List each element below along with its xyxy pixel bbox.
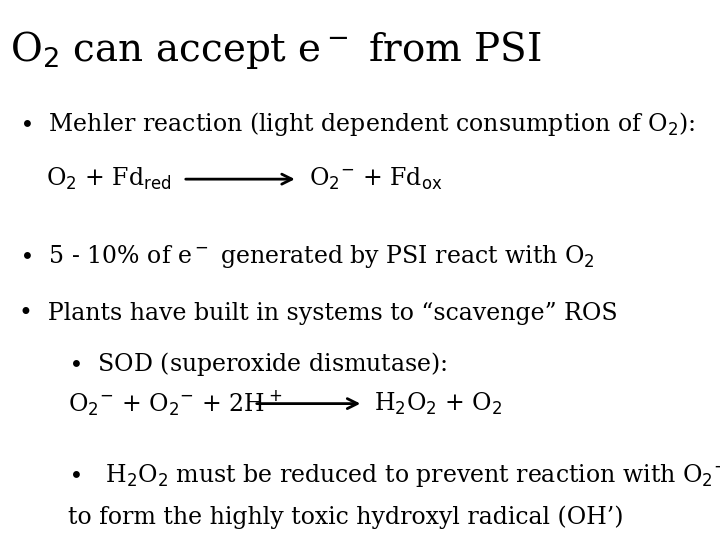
Text: O$_2$ + Fd$_{\rm red}$: O$_2$ + Fd$_{\rm red}$ xyxy=(47,166,172,192)
Text: $\bullet$  SOD (superoxide dismutase):: $\bullet$ SOD (superoxide dismutase): xyxy=(68,350,448,378)
Text: $\bullet$  Mehler reaction (light dependent consumption of O$_2$):: $\bullet$ Mehler reaction (light depende… xyxy=(19,110,696,138)
Text: to form the highly toxic hydroxyl radical (OH’): to form the highly toxic hydroxyl radica… xyxy=(68,505,624,529)
Text: $\bullet$  5 - 10% of e$^-$ generated by PSI react with O$_2$: $\bullet$ 5 - 10% of e$^-$ generated by … xyxy=(19,244,595,271)
Text: $\bullet$   H$_2$O$_2$ must be reduced to prevent reaction with O$_2$$^{-}$: $\bullet$ H$_2$O$_2$ must be reduced to … xyxy=(68,462,720,489)
Text: O$_2$ can accept e$^-$ from PSI: O$_2$ can accept e$^-$ from PSI xyxy=(10,30,541,71)
Text: H$_2$O$_2$ + O$_2$: H$_2$O$_2$ + O$_2$ xyxy=(374,390,503,417)
Text: •  Plants have built in systems to “scavenge” ROS: • Plants have built in systems to “scave… xyxy=(19,302,618,325)
Text: O$_2$$^{-}$ + Fd$_{\rm ox}$: O$_2$$^{-}$ + Fd$_{\rm ox}$ xyxy=(309,166,442,192)
Text: O$_2$$^{-}$ + O$_2$$^{-}$ + 2H$^+$: O$_2$$^{-}$ + O$_2$$^{-}$ + 2H$^+$ xyxy=(68,389,282,418)
